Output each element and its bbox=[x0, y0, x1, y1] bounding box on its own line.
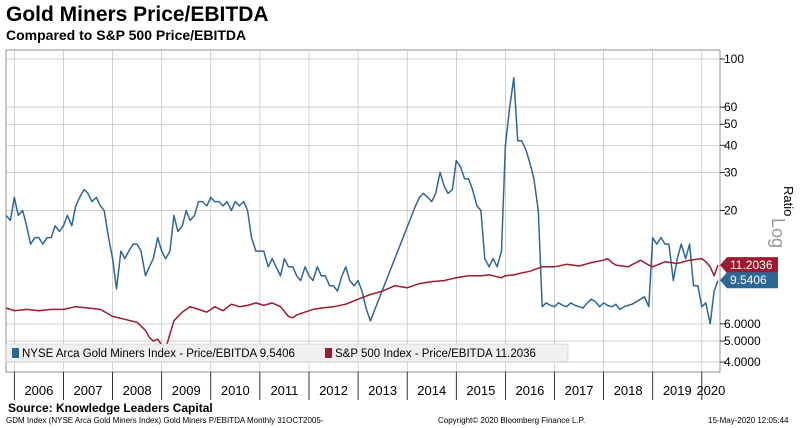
legend-label-sp500: S&P 500 Index - Price/EBITDA 11.2036 bbox=[335, 348, 536, 360]
ticker-info: GDM Index (NYSE Arca Gold Miners Index) … bbox=[6, 416, 324, 425]
badge-label: 9.5406 bbox=[730, 273, 767, 287]
grid-layer bbox=[5, 49, 721, 373]
x-tick-label: 2016 bbox=[515, 383, 544, 398]
x-tick-label: 2017 bbox=[565, 383, 594, 398]
badge-shape bbox=[720, 272, 778, 289]
y-axis-label: Ratio bbox=[781, 186, 796, 216]
x-tick-label: 2014 bbox=[417, 383, 446, 398]
series-line-gold-miners bbox=[5, 76, 719, 325]
x-tick-label: 2015 bbox=[466, 383, 495, 398]
legend-swatch-gold-miners bbox=[12, 348, 19, 358]
series-line-sp500 bbox=[5, 257, 719, 350]
x-tick-label: 2010 bbox=[221, 383, 250, 398]
y-tick-label: 60 bbox=[724, 100, 738, 114]
x-tick-label: 2012 bbox=[319, 383, 348, 398]
last-value-badge-gold-miners: 9.5406 bbox=[720, 272, 778, 289]
y-tick-label: 4.0000 bbox=[724, 355, 761, 369]
axis-layer: 100 60 50 40 30 20 6.0000 5.0000 4.0000 2006 2007 2… bbox=[13, 52, 778, 400]
badge-shape bbox=[720, 257, 778, 274]
x-tick-label: 2011 bbox=[270, 383, 298, 398]
y-tick-label: 30 bbox=[724, 165, 738, 179]
x-tick-label: 2018 bbox=[614, 383, 643, 398]
badge-label: 11.2036 bbox=[730, 258, 773, 272]
legend-label-gold-miners: NYSE Arca Gold Miners Index - Price/EBIT… bbox=[22, 348, 295, 360]
y-scale-label: Log bbox=[768, 218, 788, 248]
x-tick-label: 2008 bbox=[123, 383, 152, 398]
series-layer bbox=[5, 76, 719, 350]
legend-box bbox=[5, 343, 569, 363]
y-tick-label: 5.0000 bbox=[724, 334, 761, 348]
legend-swatch-sp500 bbox=[325, 348, 332, 358]
y-tick-label: 20 bbox=[724, 204, 738, 218]
timestamp: 15-May-2020 12:05:44 bbox=[708, 416, 789, 425]
y-tick-label: 100 bbox=[724, 52, 744, 66]
x-tick-label: 2009 bbox=[172, 383, 201, 398]
chart-title: Gold Miners Price/EBITDA bbox=[6, 3, 269, 26]
y-tick-label: 6.0000 bbox=[724, 317, 761, 331]
copyright-note: Copyright© 2020 Bloomberg Finance L.P. bbox=[438, 416, 586, 425]
chart-svg: 100 60 50 40 30 20 6.0000 5.0000 4.0000 2006 2007 2… bbox=[5, 49, 796, 400]
x-tick-label: 2019 bbox=[663, 383, 692, 398]
plot-frame bbox=[5, 49, 721, 373]
y-tick-label: 40 bbox=[724, 138, 738, 152]
y-tick-label: 50 bbox=[724, 117, 738, 131]
x-tick-label: 2006 bbox=[24, 383, 53, 398]
chart-subtitle: Compared to S&P 500 Price/EBITDA bbox=[6, 27, 247, 43]
x-tick-label: 2013 bbox=[368, 383, 397, 398]
x-tick-label: 2020 bbox=[696, 383, 725, 398]
last-value-badge-sp500: 11.2036 bbox=[720, 257, 778, 274]
x-tick-label: 2007 bbox=[74, 383, 103, 398]
source-note: Source: Knowledge Leaders Capital bbox=[8, 401, 213, 415]
legend: NYSE Arca Gold Miners Index - Price/EBIT… bbox=[5, 343, 569, 363]
